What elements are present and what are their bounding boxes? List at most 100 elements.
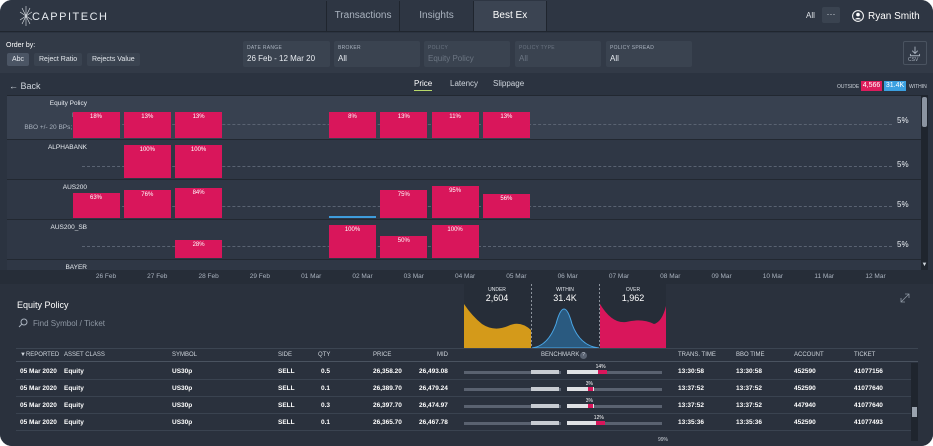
bar-value-label: 13% (500, 114, 513, 120)
outside-bar[interactable]: 13% (482, 112, 530, 138)
user-avatar-icon[interactable] (852, 10, 864, 22)
help-icon[interactable]: ? (580, 352, 587, 359)
table-row[interactable]: 05 Mar 2020 Equity US30p SELL 0.1 26,389.70 26… (16, 380, 911, 397)
policy-spread-filter[interactable]: POLICY SPREAD All (606, 41, 692, 67)
outside-bar[interactable]: 100% (329, 225, 376, 258)
bench-left-track (464, 388, 561, 391)
distribution-chart: UNDER 2,604 WITHIN 31.4K OVER 1,962 (464, 284, 666, 349)
outside-bar[interactable]: 11% (431, 112, 479, 138)
order-reject-ratio-button[interactable]: Reject Ratio (34, 53, 83, 66)
user-name[interactable]: Ryan Smith (868, 11, 920, 22)
filter-label: BROKER (338, 45, 361, 51)
bench-percent: 3% (585, 381, 593, 387)
outside-bar[interactable]: 50% (380, 235, 428, 258)
cell-price: 26,365.70 (373, 419, 402, 426)
policy-filter[interactable]: POLICY Equity Policy (424, 41, 510, 67)
scroll-down-icon[interactable]: ▼ (921, 262, 928, 268)
tab-insights[interactable]: Insights (399, 1, 473, 31)
outside-bar[interactable]: 100% (175, 145, 223, 178)
table-scrollbar[interactable] (911, 363, 918, 441)
col-benchmark[interactable]: BENCHMARK (541, 352, 580, 358)
col-mid[interactable]: MID (437, 352, 448, 358)
col-bbo-time[interactable]: BBO TIME (736, 352, 765, 358)
chart-row[interactable]: AUS200 5% 63% 76% 84% 75% 95% 56% (7, 179, 921, 219)
outside-bar[interactable]: 75% (380, 190, 428, 218)
over-value: 1,962 (621, 293, 645, 303)
back-button[interactable]: ← Back (9, 81, 41, 91)
tab-price[interactable]: Price (414, 79, 433, 91)
x-tick-label: 27 Feb (147, 273, 168, 280)
outside-bar[interactable]: 13% (175, 112, 223, 138)
col-reported[interactable]: ▼REPORTED (20, 352, 60, 358)
chart-row[interactable]: AUS200_SB 5% 28% 100% 50% 100% (7, 219, 921, 259)
within-bar[interactable] (329, 216, 376, 218)
outside-bar[interactable]: 13% (380, 112, 428, 138)
outside-bar[interactable]: 18% (72, 112, 120, 138)
outside-bar[interactable]: 100% (123, 145, 171, 178)
broker-filter[interactable]: BROKER All (334, 41, 420, 67)
cell-qty: 0.1 (321, 419, 331, 426)
chart-row[interactable]: ALPHABANK 5% 100% 100% (7, 139, 921, 179)
col-price[interactable]: PRICE (373, 352, 392, 358)
csv-export-button[interactable] (903, 41, 927, 65)
outside-bar[interactable]: 76% (123, 190, 171, 218)
col-ticket[interactable]: TICKET (854, 352, 876, 358)
outside-bar[interactable]: 13% (123, 112, 171, 138)
x-tick-label: 02 Mar (352, 273, 373, 280)
row-label: Equity Policy (49, 100, 87, 107)
table-scrollbar-thumb[interactable] (912, 407, 917, 417)
tab-best-ex[interactable]: Best Ex (473, 1, 547, 31)
table-row[interactable]: 05 Mar 2020 Equity US30p SELL 0.1 26,365.70 26… (16, 414, 911, 431)
tab-transactions[interactable]: Transactions (326, 1, 399, 31)
order-rejects-value-button[interactable]: Rejects Value (87, 53, 140, 66)
within-label: WITHIN (556, 287, 574, 293)
col-qty[interactable]: QTY (318, 352, 331, 358)
chart-row[interactable]: BAYER (7, 259, 921, 270)
outside-bar[interactable]: 28% (175, 240, 223, 258)
cell-bbo-time: 13:37:52 (736, 402, 763, 409)
outside-bar[interactable]: 63% (72, 192, 120, 218)
tab-slippage[interactable]: Slippage (493, 79, 525, 88)
bench-right-fill (567, 421, 602, 425)
outside-bar[interactable]: 84% (175, 188, 223, 218)
outside-bar[interactable]: 56% (482, 194, 530, 218)
bar-value-label: 84% (192, 190, 205, 197)
bar-value-label: 13% (192, 114, 205, 120)
scope-selector[interactable]: All (806, 11, 815, 20)
policy-type-filter[interactable]: POLICY TYPE All (515, 41, 601, 67)
cell-ticket: 41077640 (854, 402, 883, 409)
outside-bar[interactable]: 100% (431, 225, 479, 258)
table-row[interactable]: 05 Mar 2020 Equity US30p SELL 0.3 26,397.70 26… (16, 397, 911, 414)
bar-value-label: 63% (89, 194, 102, 201)
chart-scrollbar-thumb[interactable] (922, 97, 927, 127)
date-range-filter[interactable]: DATE RANGE 26 Feb - 12 Mar 20 (243, 41, 330, 67)
top-nav-bar: CAPPITECH Transactions Insights Best Ex … (0, 0, 933, 32)
table-row[interactable]: 05 Mar 2020 Equity US30p SELL 0.5 26,358.20 26… (16, 363, 911, 380)
col-asset-class[interactable]: ASSET CLASS (64, 352, 105, 358)
bench-percent: 3% (585, 398, 593, 404)
table-header: ▼REPORTED ASSET CLASS SYMBOL SIDE QTY PR… (16, 348, 918, 362)
cell-asset-class: Equity (64, 368, 84, 375)
x-tick-label: 09 Mar (711, 273, 732, 280)
chart-row[interactable]: Equity PolicyPriceBBO +/- 20 BPs; 95%5%1… (7, 95, 921, 139)
more-options-button[interactable]: ··· (822, 7, 840, 23)
cell-side: SELL (278, 385, 295, 392)
col-trans-time[interactable]: TRANS. TIME (678, 352, 716, 358)
expand-icon[interactable] (900, 293, 910, 303)
benchmark-bar: 12% (464, 415, 664, 426)
tab-latency[interactable]: Latency (450, 79, 479, 88)
col-account[interactable]: ACCOUNT (794, 352, 824, 358)
col-side[interactable]: SIDE (278, 352, 293, 358)
filter-label: POLICY SPREAD (610, 45, 655, 51)
outside-bar[interactable]: 8% (329, 112, 376, 138)
chart-scrollbar[interactable] (921, 95, 928, 270)
col-symbol[interactable]: SYMBOL (172, 352, 198, 358)
cell-asset-class: Equity (64, 402, 84, 409)
search-input[interactable] (33, 316, 173, 330)
outside-bar[interactable]: 95% (431, 186, 479, 218)
order-abc-button[interactable]: Abc (7, 53, 30, 66)
cell-account: 452590 (794, 368, 816, 375)
cell-reported: 05 Mar 2020 (20, 419, 57, 426)
bench-left-fill (531, 370, 559, 374)
